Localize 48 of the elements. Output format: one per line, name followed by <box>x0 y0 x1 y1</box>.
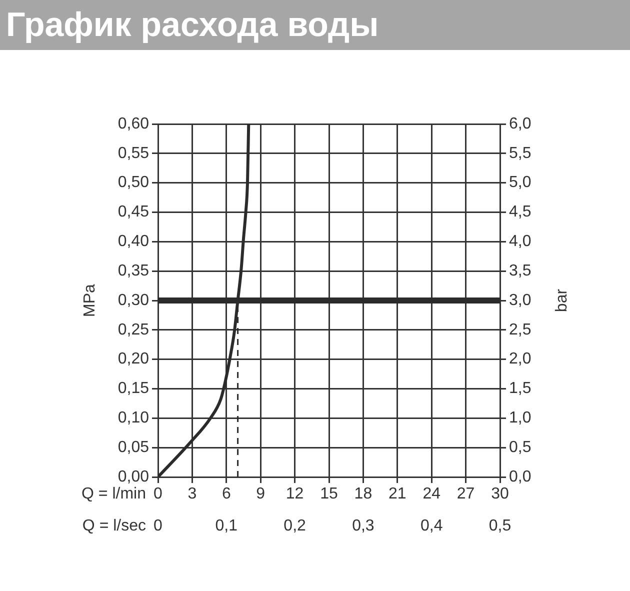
x2-tick-label: 0,4 <box>420 517 443 534</box>
y2-tick-label: 6,0 <box>509 115 532 132</box>
y-tick-label: 0,60 <box>118 115 150 132</box>
chart-title: График расхода воды <box>0 0 630 50</box>
y-tick-label: 0,20 <box>118 350 150 368</box>
y-tick-label: 0,40 <box>118 233 150 250</box>
x2-tick-label: 0,2 <box>284 517 306 534</box>
y2-tick-label: 0,5 <box>509 438 532 456</box>
x-tick-label: 12 <box>286 485 304 502</box>
y2-tick-label: 2,5 <box>509 321 532 338</box>
y-tick-label: 0,30 <box>118 292 150 309</box>
y-tick-label: 0,50 <box>118 174 150 192</box>
y2-axis-title: bar <box>553 288 570 312</box>
y2-tick-label: 4,5 <box>509 204 532 221</box>
x-tick-label: 24 <box>422 485 441 502</box>
x-tick-label: 30 <box>491 485 509 502</box>
x-tick-label: 9 <box>256 485 266 502</box>
x-axis-title: Q = l/min <box>82 485 146 502</box>
x-tick-label: 0 <box>154 485 163 502</box>
x2-tick-label: 0,1 <box>215 517 238 534</box>
y-axis-title: MPa <box>81 284 98 317</box>
y2-tick-label: 3,0 <box>509 292 532 309</box>
y-tick-label: 0,05 <box>118 438 150 456</box>
y2-tick-label: 2,0 <box>509 350 532 368</box>
x-tick-label: 18 <box>354 485 372 502</box>
x2-tick-label: 0 <box>154 517 163 534</box>
y2-tick-label: 5,5 <box>509 144 532 162</box>
y-tick-label: 0,45 <box>118 204 150 221</box>
x-tick-label: 21 <box>388 485 406 502</box>
y2-tick-label: 1,5 <box>509 380 532 398</box>
x-tick-label: 15 <box>320 485 338 502</box>
y-tick-label: 0,15 <box>118 380 150 398</box>
x-tick-label: 6 <box>222 485 231 502</box>
y-tick-label: 0,55 <box>118 144 150 162</box>
y-tick-label: 0,10 <box>118 410 150 427</box>
y2-tick-label: 0,0 <box>509 468 532 486</box>
x2-tick-label: 0,5 <box>488 517 512 534</box>
y2-tick-label: 3,5 <box>509 262 532 280</box>
x-tick-label: 3 <box>188 485 197 502</box>
x2-axis-title: Q = l/sec <box>82 517 146 534</box>
y-tick-label: 0,00 <box>118 468 150 486</box>
x2-tick-label: 0,3 <box>352 517 374 534</box>
x-tick-label: 27 <box>456 485 475 502</box>
y2-tick-label: 1,0 <box>509 410 532 427</box>
y-tick-label: 0,35 <box>118 262 150 280</box>
y-tick-label: 0,25 <box>118 321 150 338</box>
y2-tick-label: 5,0 <box>509 174 532 192</box>
y2-tick-label: 4,0 <box>509 233 532 250</box>
